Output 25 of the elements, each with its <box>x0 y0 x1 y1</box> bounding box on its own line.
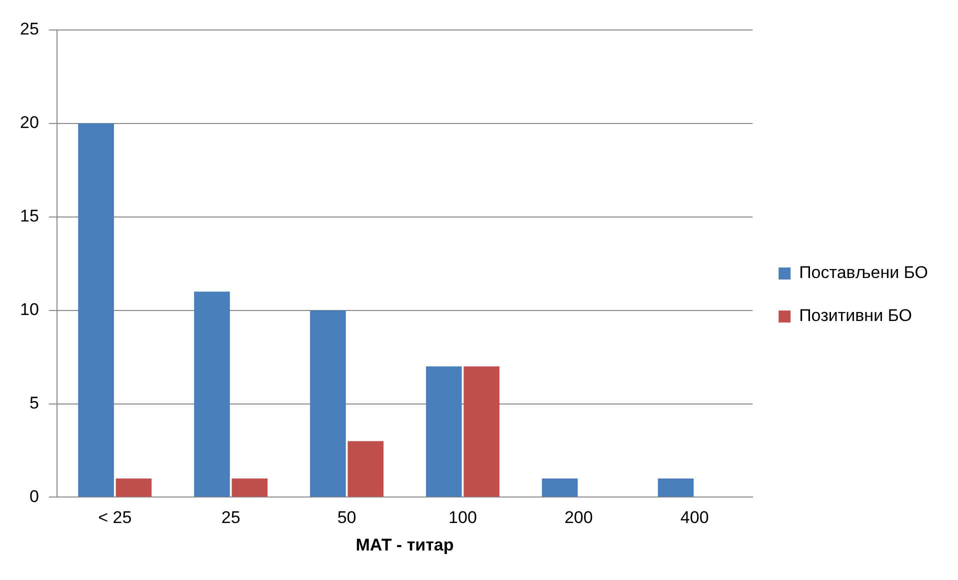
y-tick-label: 5 <box>29 393 39 412</box>
x-tick-label: 100 <box>448 508 477 528</box>
x-tick-label: < 25 <box>98 508 132 528</box>
legend-label: Позитивни БО <box>799 306 912 326</box>
bar <box>464 366 500 497</box>
y-tick-label: 15 <box>20 206 39 226</box>
bar <box>348 441 384 497</box>
bar <box>78 123 114 497</box>
y-tick-label: 0 <box>29 486 39 506</box>
bar <box>310 310 346 497</box>
y-tick-label: 10 <box>20 300 39 320</box>
bar <box>194 292 230 497</box>
bar <box>658 478 694 497</box>
x-tick-label: 50 <box>337 508 356 528</box>
bar <box>542 478 578 497</box>
bar <box>232 478 268 497</box>
bar <box>116 478 152 497</box>
x-tick-label: 200 <box>564 508 593 528</box>
y-tick-label: 25 <box>20 20 39 39</box>
x-tick-label: 400 <box>680 508 709 528</box>
y-tick-label: 20 <box>20 113 39 132</box>
x-axis-title: МАТ - титар <box>356 535 454 554</box>
x-tick-label: 25 <box>221 508 240 528</box>
bar <box>426 366 462 497</box>
legend-label: Постављени БО <box>799 263 928 282</box>
